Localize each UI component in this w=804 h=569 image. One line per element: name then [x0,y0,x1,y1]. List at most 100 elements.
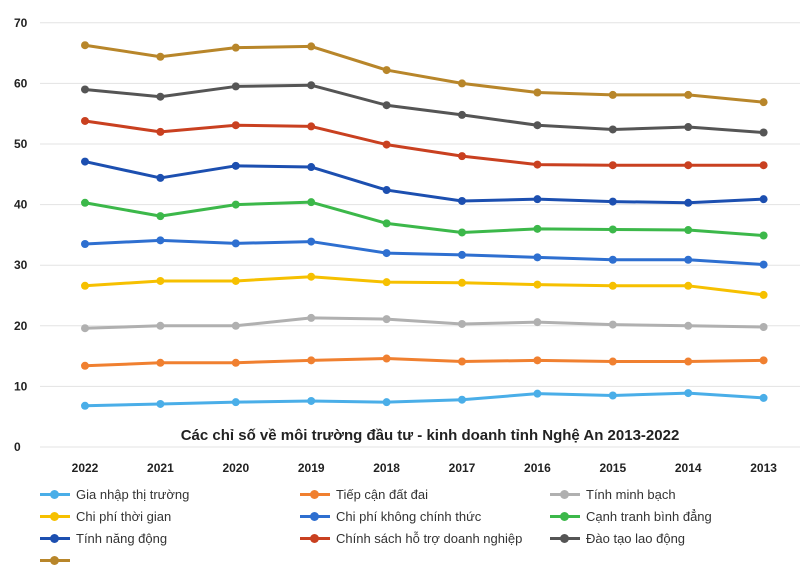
data-point [231,276,240,285]
x-tick-label: 2018 [373,461,400,475]
legend-swatch [550,507,580,525]
data-point [684,123,693,132]
data-point [156,236,165,245]
data-point [307,272,316,281]
data-point [382,398,391,407]
legend-item: Đào tạo lao động [550,529,800,547]
series-line [84,83,764,134]
data-point [608,357,617,366]
series-8 [81,116,768,170]
data-point [231,398,240,407]
x-tick-label: 2020 [222,461,249,475]
data-point [382,278,391,287]
legend-item: Chi phí thời gian [40,507,300,525]
data-point [382,315,391,324]
data-point [382,219,391,228]
data-point [307,122,316,131]
data-point [81,85,89,94]
chart-title: Các chỉ số về môi trường đầu tư - kinh d… [181,427,680,444]
data-point [458,357,466,366]
data-point [759,231,768,240]
y-tick-label: 30 [14,258,28,272]
data-point [684,161,693,170]
series-4 [81,272,768,299]
series-line [84,275,764,297]
legend-swatch [40,485,70,503]
data-point [533,88,542,97]
data-point [608,281,617,290]
data-point [382,354,391,363]
data-point [382,249,391,258]
legend-item: Tính minh bạch [550,485,800,503]
data-point [533,356,542,365]
data-point [307,42,316,51]
data-point [684,90,693,99]
data-point [533,160,542,169]
x-tick-label: 2017 [449,461,476,475]
x-tick-label: 2014 [675,461,702,475]
data-point [458,196,466,205]
y-tick-label: 50 [14,137,28,151]
data-point [608,161,617,170]
y-tick-label: 10 [14,379,28,393]
series-9 [81,81,768,137]
data-point [382,101,391,110]
data-point [684,357,693,366]
legend-swatch [300,507,330,525]
data-point [458,110,466,119]
data-point [307,237,316,246]
legend-label: Đào tạo lao động [586,530,686,546]
data-point [759,98,768,107]
legend-label: Chi phí thời gian [76,508,172,524]
data-point [156,276,165,285]
legend-swatch [550,529,580,547]
data-point [759,323,768,332]
data-point [759,290,768,299]
data-point [81,239,89,248]
data-point [156,92,165,101]
data-point [156,212,165,221]
data-point [684,255,693,264]
data-point [81,401,89,410]
data-point [533,389,542,398]
data-point [307,198,316,207]
series-line [84,43,764,104]
data-point [307,81,316,90]
data-point [759,195,768,204]
legend-label: Gia nhập thị trường [76,486,190,502]
data-point [156,173,165,182]
x-tick-label: 2013 [750,461,777,475]
series-2 [81,354,768,370]
data-point [533,121,542,130]
data-point [81,157,89,166]
x-tick-label: 2022 [72,461,99,475]
legend-swatch [40,507,70,525]
legend-swatch [40,529,70,547]
legend-item [40,551,300,569]
legend-label: Chi phí không chính thức [336,508,482,524]
series-line [84,391,764,408]
legend-label: Tính năng động [76,530,168,546]
line-chart: 0 10 20 30 40 50 60 70 2022 2021 2020 2019 2018 2017… [14,16,800,475]
legend-item: Chính sách hỗ trợ doanh nghiệp [300,529,550,547]
series-10 [81,41,768,107]
data-point [231,321,240,330]
x-tick-label: 2015 [599,461,626,475]
data-point [608,90,617,99]
data-point [307,313,316,322]
data-point [81,361,89,370]
data-point [81,116,89,125]
data-point [759,161,768,170]
data-point [382,140,391,149]
data-point [608,255,617,264]
data-point [156,52,165,61]
data-point [533,318,542,327]
series-line [84,200,764,238]
data-point [684,198,693,207]
data-point [608,225,617,234]
series-line [84,160,764,205]
data-point [684,321,693,330]
y-tick-label: 0 [14,440,21,454]
series-line [84,357,764,368]
data-point [608,320,617,329]
